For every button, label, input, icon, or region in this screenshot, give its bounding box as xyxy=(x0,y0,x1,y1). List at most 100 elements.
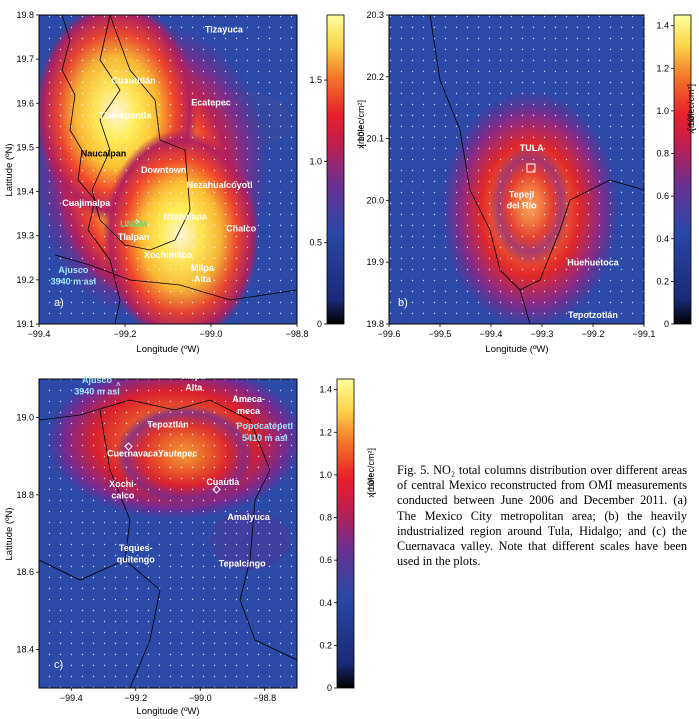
x-tick-label: −99.0 xyxy=(189,693,212,703)
panel-c-state-border xyxy=(39,399,297,661)
panel-a: + Tizayuca Cuautitlán Ecatepec Tlalnepantla… xyxy=(4,10,366,355)
colorbar-tick-label: 0.2 xyxy=(656,276,669,286)
x-tick-label: −99.2 xyxy=(124,693,147,703)
colorbar-tick-label: 0.4 xyxy=(319,598,332,608)
colorbar-tick-label: 1.2 xyxy=(319,427,332,437)
colorbar-tick-label: 0 xyxy=(327,683,332,693)
y-tick-label: 19.1 xyxy=(16,319,34,329)
x-tick-label: −98.8 xyxy=(253,693,276,703)
place-label: Tepotzotlán xyxy=(568,310,618,320)
colorbar-tick-label: 0 xyxy=(317,319,322,329)
panel-a-label: a) xyxy=(54,297,64,309)
place-label: calco xyxy=(111,491,135,501)
y-tick-label: 19.2 xyxy=(16,275,34,285)
place-label: Iztapalapa xyxy=(163,211,208,221)
place-label: Ajusco xyxy=(82,375,113,385)
panel-b-frame xyxy=(388,14,645,325)
y-tick-label: 19.7 xyxy=(16,54,34,64)
unam-cross-icon: + xyxy=(134,217,140,228)
panel-b-colorbar-scale: x 10¹⁶ xyxy=(686,110,696,134)
place-label: Tizayuca xyxy=(205,25,244,35)
place-label: Yautepec xyxy=(158,448,198,458)
y-tick-label: 19.5 xyxy=(16,142,34,152)
place-label: Chalco xyxy=(226,223,257,233)
colorbar-tick-label: 1.0 xyxy=(319,470,332,480)
panel-c-colorbar xyxy=(336,378,355,689)
panel-c-xlabel: Longitude (ºW) xyxy=(136,706,199,717)
place-label: Naucalpan xyxy=(81,148,127,158)
panel-b-state-border xyxy=(429,15,644,291)
panel-a-ylabel: Latitude (ºN) xyxy=(4,143,15,196)
colorbar-tick-label: 0.8 xyxy=(656,149,669,159)
panel-b-colorbar xyxy=(673,14,692,325)
cuautla-diamond-icon xyxy=(212,485,221,494)
panel-a-city-border xyxy=(91,15,191,251)
place-label: Popocatépetl xyxy=(236,421,293,431)
y-tick-label: 19.6 xyxy=(16,98,34,108)
colorbar-tick-label: 1.4 xyxy=(319,385,332,395)
panel-a-xlabel: Longitude (ºW) xyxy=(136,344,199,355)
y-tick-label: 20.3 xyxy=(366,10,384,20)
colorbar-tick-label: 0.6 xyxy=(656,191,669,201)
place-label: UNAM xyxy=(120,219,147,229)
x-tick-label: −99.6 xyxy=(378,329,401,339)
colorbar-tick-label: 0.2 xyxy=(319,640,332,650)
panel-b-label: b) xyxy=(398,297,408,309)
x-tick-label: −99.4 xyxy=(60,693,83,703)
figure-caption: Fig. 5. NO₂ total columns distribution o… xyxy=(397,463,687,569)
x-tick-label: −99.3 xyxy=(531,329,554,339)
panel-a-colorbar-unit: [molec/cm²] xyxy=(356,100,366,147)
colorbar-tick-label: 1.0 xyxy=(656,106,669,116)
y-tick-label: 19.8 xyxy=(16,10,34,20)
place-label: Tepeji xyxy=(509,189,534,199)
colorbar-tick-label: 1.5 xyxy=(309,75,322,85)
panel-c-colorbar-unit: [molec/cm²] xyxy=(366,448,376,495)
panel-c-label: c) xyxy=(54,659,63,671)
x-tick-label: −99.1 xyxy=(633,329,656,339)
colorbar-tick-label: 0.4 xyxy=(656,234,669,244)
place-label: Milpa xyxy=(182,371,206,381)
place-label: Teques- xyxy=(119,543,153,553)
place-label: Ajusco xyxy=(58,265,89,275)
place-label: 5410 m asl xyxy=(242,433,288,443)
y-tick-label: 19.9 xyxy=(366,257,384,267)
y-tick-label: 18.8 xyxy=(16,490,34,500)
place-label: Milpa xyxy=(191,263,215,273)
x-tick-label: −99.0 xyxy=(200,329,223,339)
place-label: Xochi- xyxy=(109,479,137,489)
place-label: 3940 m asl xyxy=(51,276,97,286)
panel-b-colorbar-unit: [molec/cm²] xyxy=(686,84,696,131)
colorbar-tick-label: 0 xyxy=(664,319,669,329)
place-label: Cuajimalpa xyxy=(62,198,111,208)
place-label: Cuautla xyxy=(206,477,240,487)
y-tick-label: 18.4 xyxy=(16,644,34,654)
panel-b-xlabel: Longitude (ºW) xyxy=(485,344,548,355)
place-label: Cuautitlán xyxy=(112,75,156,85)
place-label: Alta xyxy=(185,383,203,393)
place-label: Tlalpan xyxy=(118,232,150,242)
panel-c-colorbar-scale: x 10¹⁶ xyxy=(366,474,376,498)
cuernavaca-diamond-icon xyxy=(124,442,133,451)
colorbar-tick-label: 0.5 xyxy=(309,238,322,248)
y-tick-label: 18.6 xyxy=(16,567,34,577)
place-label: 3940 m asl xyxy=(74,386,120,396)
y-tick-label: 20.2 xyxy=(366,72,384,82)
y-tick-label: 19.3 xyxy=(16,231,34,241)
place-label: quitengo xyxy=(117,554,155,564)
x-tick-label: −98.8 xyxy=(286,329,309,339)
y-tick-label: 20.1 xyxy=(366,134,384,144)
x-tick-label: −99.4 xyxy=(480,329,503,339)
x-tick-label: −99.2 xyxy=(582,329,605,339)
place-label: Amalyuca xyxy=(227,512,271,522)
panel-c-frame xyxy=(38,378,298,689)
place-label: Huehuetoca xyxy=(567,257,620,267)
colorbar-tick-label: 1.2 xyxy=(656,63,669,73)
x-tick-label: −99.2 xyxy=(114,329,137,339)
colorbar-tick-label: 0.8 xyxy=(319,513,332,523)
y-tick-label: 19.8 xyxy=(366,319,384,329)
place-label: Alta xyxy=(194,274,212,284)
place-label: Xochimilco xyxy=(144,250,193,260)
